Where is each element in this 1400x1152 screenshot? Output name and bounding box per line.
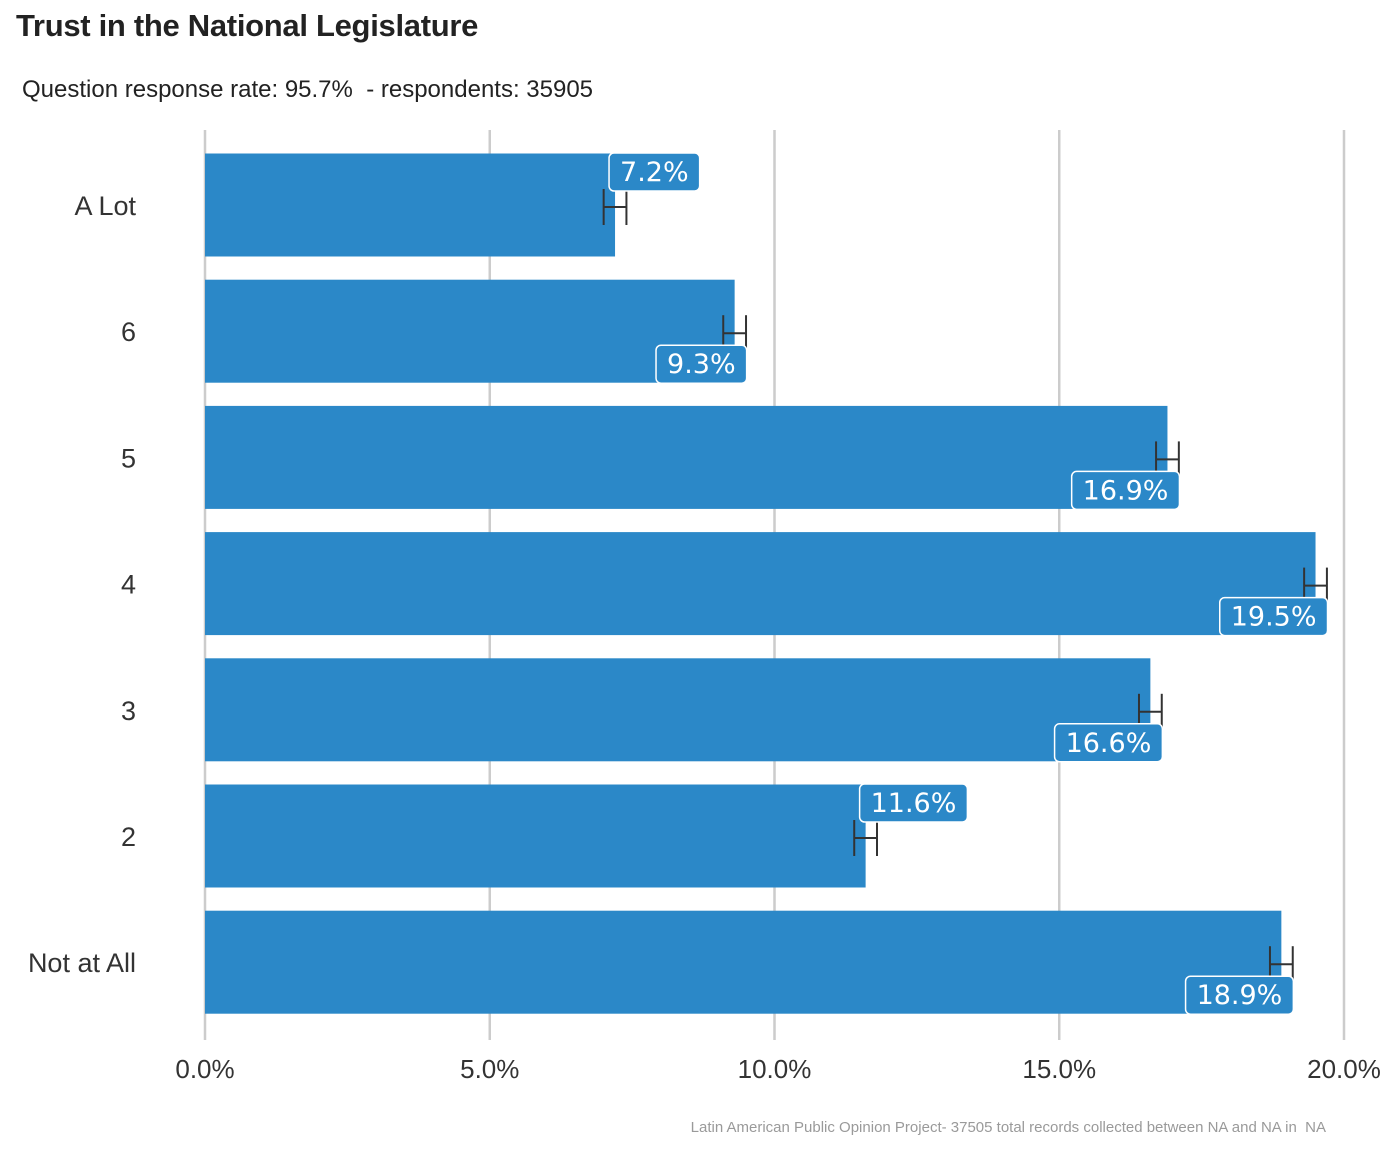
x-tick-label: 20.0% xyxy=(1307,1054,1381,1084)
data-label: 16.9% xyxy=(1070,470,1181,511)
bar xyxy=(205,153,616,257)
category-label: 3 xyxy=(121,696,136,726)
category-label: 5 xyxy=(121,443,136,473)
bar xyxy=(205,784,866,888)
chart-title: Trust in the National Legislature xyxy=(16,8,479,43)
category-label: 6 xyxy=(121,317,136,347)
data-label-text: 9.3% xyxy=(667,349,736,380)
x-tick-labels: 0.0% 5.0% 10.0% 15.0% 20.0% xyxy=(175,1054,1381,1084)
error-bars xyxy=(602,189,1328,983)
bars xyxy=(205,153,1316,1014)
bar xyxy=(205,532,1316,636)
x-tick-label: 0.0% xyxy=(175,1054,234,1084)
bar xyxy=(205,658,1151,762)
data-label: 11.6% xyxy=(858,783,969,823)
data-label-box xyxy=(655,344,748,384)
bar xyxy=(205,279,735,383)
data-label-box xyxy=(1218,596,1329,637)
bar xyxy=(205,910,1282,1014)
data-label-box xyxy=(1184,975,1295,1015)
x-tick-label: 10.0% xyxy=(738,1054,812,1084)
error-bar xyxy=(602,189,628,225)
category-label: Not at All xyxy=(28,948,136,978)
x-tick-label: 5.0% xyxy=(460,1054,519,1084)
data-label-text: 16.6% xyxy=(1066,728,1152,759)
data-labels: 7.2% 9.3% 16.9% 19.5% 16.6% 11.6% 18.9% xyxy=(608,152,1329,1015)
category-label: 2 xyxy=(121,822,136,852)
data-label: 16.6% xyxy=(1053,723,1164,763)
data-label-box xyxy=(608,152,701,192)
data-label-text: 11.6% xyxy=(871,788,957,819)
data-label-text: 7.2% xyxy=(620,157,689,188)
chart-caption: Latin American Public Opinion Project- 3… xyxy=(690,1119,1326,1136)
data-label-box xyxy=(1070,470,1181,511)
data-label: 19.5% xyxy=(1218,596,1329,637)
chart-subtitle: Question response rate: 95.7% - responde… xyxy=(22,76,594,103)
category-label: 4 xyxy=(121,570,136,600)
data-label-text: 16.9% xyxy=(1083,475,1169,506)
data-label: 9.3% xyxy=(655,344,748,384)
bar xyxy=(205,405,1168,509)
data-label-box xyxy=(1053,723,1164,763)
x-tick-label: 15.0% xyxy=(1022,1054,1096,1084)
data-label-text: 19.5% xyxy=(1231,602,1317,633)
category-labels: A Lot 6 5 4 3 2 Not at All xyxy=(28,191,137,978)
category-label: A Lot xyxy=(74,191,136,221)
data-label-text: 18.9% xyxy=(1197,980,1283,1011)
error-bar xyxy=(853,820,879,856)
data-label: 7.2% xyxy=(608,152,701,192)
data-label-box xyxy=(858,783,969,823)
data-label: 18.9% xyxy=(1184,975,1295,1015)
